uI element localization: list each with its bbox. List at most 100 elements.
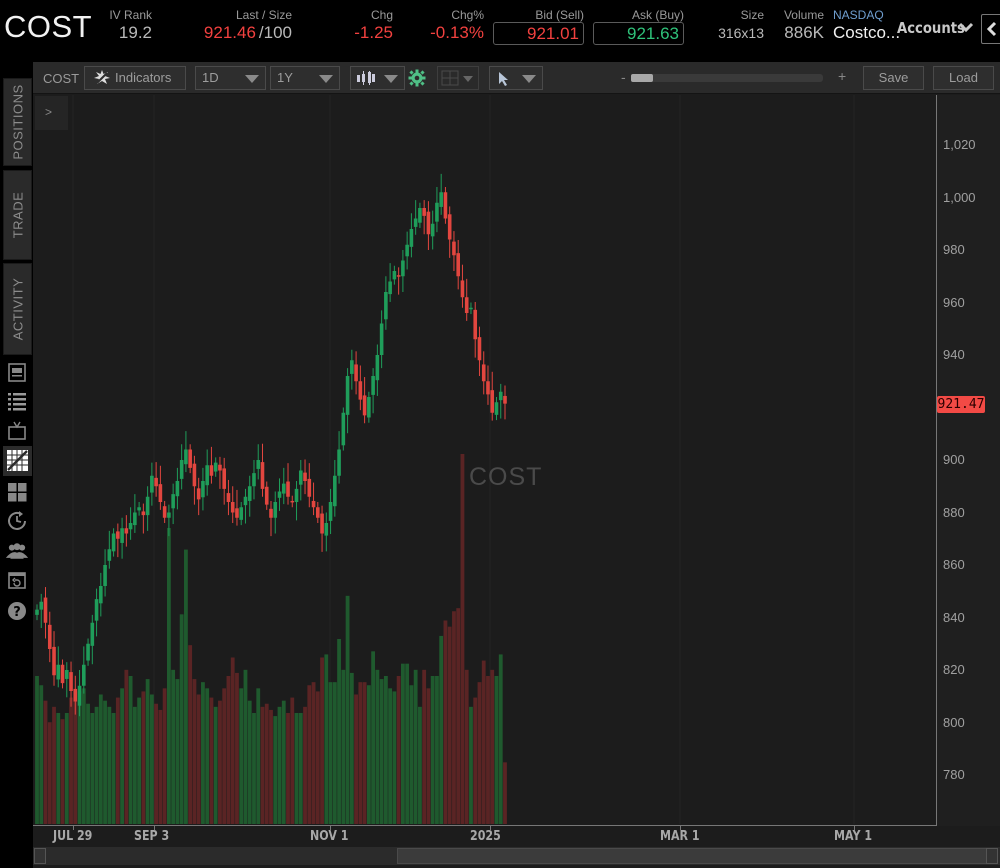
cursor-tool-dropdown[interactable] xyxy=(489,66,543,90)
price-tick-label: 960 xyxy=(943,294,965,310)
chart-toolbar: COST Indicators 1D 1Y xyxy=(33,62,1000,94)
tab-trade[interactable]: TRADE xyxy=(3,170,32,260)
last-price-tag: 921.47 xyxy=(937,395,985,413)
clock-refresh-icon[interactable] xyxy=(5,509,29,533)
bid-label: Bid (Sell) xyxy=(535,8,584,22)
time-tick-label: 2025 xyxy=(470,829,501,844)
tab-trade-label: TRADE xyxy=(10,191,25,239)
price-tick-label: 940 xyxy=(943,347,965,362)
time-tick-mark xyxy=(680,825,681,830)
gear-icon[interactable] xyxy=(408,69,426,87)
ask: Ask (Buy) 921.63 xyxy=(593,8,684,45)
caret-down-icon xyxy=(245,75,259,83)
help-icon[interactable]: ? xyxy=(5,599,29,623)
last-price: 921.46 xyxy=(203,23,256,42)
price-tick-label: 780 xyxy=(943,767,965,782)
price-tick-label: 880 xyxy=(943,504,965,520)
time-tick-mark xyxy=(330,825,331,830)
iv-rank: IV Rank 19.2 xyxy=(106,8,152,44)
time-tick-label: NOV 1 xyxy=(310,829,349,844)
price-tick-label: 900 xyxy=(943,452,965,467)
chart-symbol[interactable]: COST xyxy=(43,71,80,86)
ask-buy-button[interactable]: 921.63 xyxy=(593,22,684,45)
price-axis[interactable]: 1,020 1,000 980 960 940 900 880 860 840 820 800 780 xyxy=(937,95,1000,826)
quote-bar: COST IV Rank 19.2 Last / Size 921.46/100… xyxy=(0,0,1000,58)
zoom-out-button[interactable]: - xyxy=(621,69,626,85)
collapse-panel-button[interactable] xyxy=(981,14,1000,44)
calendar-icon[interactable] xyxy=(5,568,29,592)
zoom-in-button[interactable]: + xyxy=(838,68,847,84)
change-percent: Chg% -0.13% xyxy=(424,8,484,44)
tab-activity[interactable]: ACTIVITY xyxy=(3,263,32,355)
candlestick-chart xyxy=(35,95,855,824)
time-tick-mark xyxy=(854,825,855,830)
news-icon[interactable] xyxy=(5,360,29,384)
size-value: 316x13 xyxy=(718,25,764,41)
exchange-label: NASDAQ xyxy=(833,8,884,22)
chevron-right-icon: > xyxy=(45,105,53,119)
price-tick-label: 860 xyxy=(943,557,965,572)
list-icon[interactable] xyxy=(5,389,29,413)
grid-icon[interactable] xyxy=(5,480,29,504)
zoom-slider[interactable] xyxy=(631,74,823,82)
indicators-icon xyxy=(94,70,110,84)
save-button[interactable]: Save xyxy=(863,66,924,90)
range-value: 1Y xyxy=(277,70,293,85)
caret-down-icon xyxy=(319,75,333,83)
time-tick-mark xyxy=(490,825,491,830)
time-tick-label: MAR 1 xyxy=(660,829,700,844)
price-tick-label: 1,000 xyxy=(943,189,976,205)
layout-dropdown[interactable] xyxy=(437,66,479,90)
horizontal-scrollbar[interactable] xyxy=(33,847,1000,865)
svg-text:?: ? xyxy=(13,605,21,620)
price-tick-label: 840 xyxy=(943,609,965,625)
aggregation-dropdown[interactable]: 1D xyxy=(195,66,266,90)
chart-panel: COST Indicators 1D 1Y xyxy=(33,62,1000,868)
scrollbar-thumb[interactable] xyxy=(397,848,996,864)
scroll-right-button[interactable] xyxy=(986,848,998,864)
last-size: Last / Size 921.46/100 xyxy=(196,8,292,44)
accounts-menu[interactable]: Accounts xyxy=(897,19,965,37)
indicators-button[interactable]: Indicators xyxy=(84,66,186,90)
volume: Volume 886K xyxy=(776,8,824,44)
exchange: NASDAQ Costco... xyxy=(833,8,900,44)
size-label: Size xyxy=(740,8,764,22)
time-tick-label: MAY 1 xyxy=(834,829,873,844)
expand-sidebar-button[interactable]: > xyxy=(35,96,68,130)
time-tick-mark xyxy=(73,825,74,830)
tab-positions[interactable]: POSITIONS xyxy=(3,78,32,166)
change-value: -1.25 xyxy=(354,23,393,42)
load-button[interactable]: Load xyxy=(933,66,994,90)
ask-label: Ask (Buy) xyxy=(631,8,684,22)
change-percent-label: Chg% xyxy=(451,8,484,22)
price-tick-label: 800 xyxy=(943,714,965,730)
indicators-label: Indicators xyxy=(115,70,172,85)
tab-positions-label: POSITIONS xyxy=(10,84,25,160)
chevron-left-icon xyxy=(986,21,997,37)
last-size-value: /100 xyxy=(258,23,292,42)
cursor-arrow-icon xyxy=(499,72,508,86)
chart-style-dropdown[interactable] xyxy=(350,66,405,90)
change: Chg -1.25 xyxy=(346,8,393,44)
iv-rank-label: IV Rank xyxy=(109,8,152,22)
chevron-down-icon[interactable] xyxy=(958,16,974,38)
chart-watermark: COST xyxy=(469,463,543,491)
left-rail: POSITIONS TRADE ACTIVITY xyxy=(0,58,33,868)
bid-sell-button[interactable]: 921.01 xyxy=(493,22,584,45)
scroll-left-button[interactable] xyxy=(34,848,46,864)
people-icon[interactable] xyxy=(5,539,29,563)
range-dropdown[interactable]: 1Y xyxy=(270,66,340,90)
price-tick-label: 980 xyxy=(943,242,965,257)
price-chart-area[interactable]: COST xyxy=(33,95,936,824)
price-tick-label: 820 xyxy=(943,662,965,677)
plot-border xyxy=(936,95,937,826)
chart-tab-button[interactable] xyxy=(3,446,32,476)
last-size-label: Last / Size xyxy=(235,8,292,22)
volume-label: Volume xyxy=(783,8,824,22)
caret-down-icon xyxy=(463,76,473,82)
size: Size 316x13 xyxy=(712,8,764,44)
tv-icon[interactable] xyxy=(5,419,29,443)
zoom-slider-thumb[interactable] xyxy=(631,74,653,82)
symbol-field[interactable]: COST xyxy=(4,9,93,44)
